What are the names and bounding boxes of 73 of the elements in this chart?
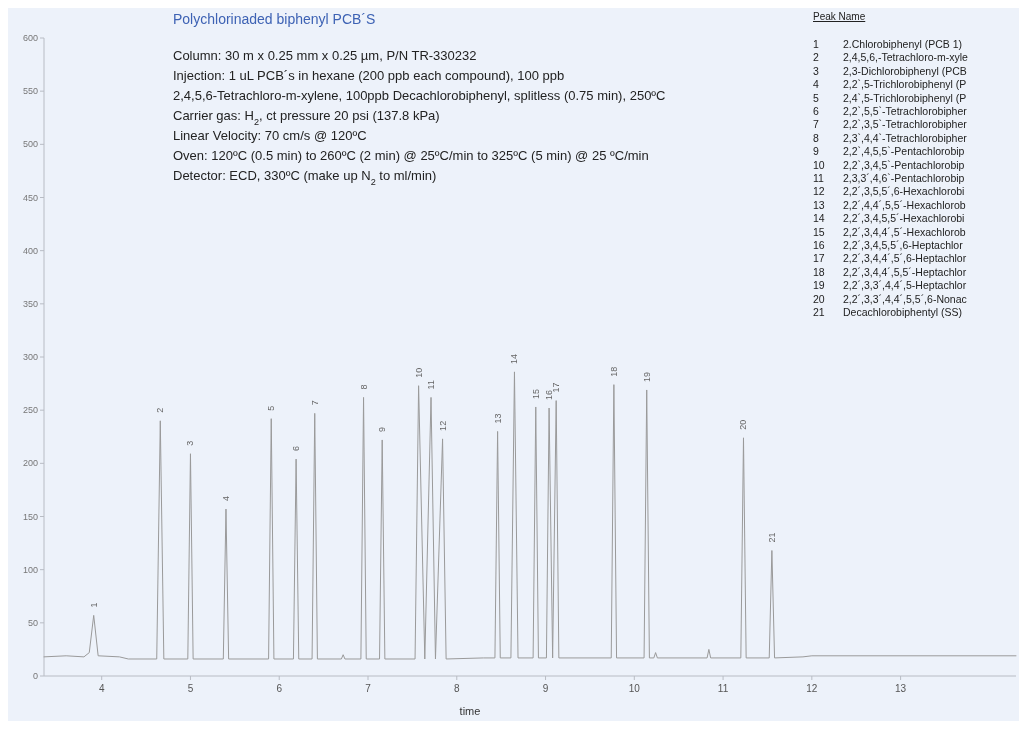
text: 9 2,2`,4,5,5`-Pentachlorobip <box>813 145 965 158</box>
text: 13 2,2´,4,4´,5,5´-Hexachlorob <box>813 198 966 211</box>
annotation: 21 <box>766 532 777 543</box>
text: 18 2,2´,3,4,4´,5,5´-Heptachlor <box>813 265 967 278</box>
annotation: 8 <box>358 384 369 390</box>
x-tick-label: 12 <box>806 683 818 694</box>
text: 17 2,2´,3,4,4´,5´,6-Heptachlor <box>813 252 967 265</box>
annotation: 14 <box>509 353 520 364</box>
text: 14 2,2´,3,4,5,5´-Hexachlorobi <box>813 212 965 225</box>
x-tick-label: 8 <box>453 683 460 694</box>
text: 7 2,2`,3,5`-Tetrachlorobipher <box>813 118 967 131</box>
annotation: 1 <box>88 602 99 608</box>
chart-title: Polychlorinaded biphenyl PCB´S <box>173 11 376 27</box>
annotation: Carrier gas: H$_{2}$, ct pressure 20 psi (137.8 kPa) <box>173 108 440 127</box>
y-tick-label: 150 <box>22 511 38 522</box>
x-tick-label: 13 <box>895 683 907 694</box>
annotation: 4 <box>220 496 231 502</box>
text: 6 2,2`,5,5`-Tetrachlorobipher <box>813 105 967 117</box>
annotation: 6 <box>291 446 302 452</box>
annotation: 20 <box>738 419 749 430</box>
y-tick-label: 0 <box>32 671 38 682</box>
annotation: 19 <box>641 371 652 382</box>
annotation: 9 <box>377 426 388 432</box>
annotation: 11 <box>426 380 437 390</box>
annotation: 13 <box>492 413 503 424</box>
y-tick-label: 550 <box>22 86 38 97</box>
text: 19 2,2´,3,3´,4,4´,5-Heptachlor <box>813 279 967 292</box>
y-tick-label: 100 <box>22 564 38 575</box>
annotation: 3 <box>185 440 196 446</box>
text: 3 2,3-Dichlorobiphenyl (PCB <box>813 64 967 77</box>
x-axis-title: time <box>459 705 481 717</box>
annotation: 2 <box>155 407 166 413</box>
x-tick-label: 10 <box>628 683 641 694</box>
x-tick-label: 11 <box>717 683 729 694</box>
x-tick-label: 5 <box>187 683 194 694</box>
annotation: Detector: ECD, 330ºC (make up N$_{2}$ to ml/min) <box>173 168 437 187</box>
text: Peak Name <box>813 11 866 22</box>
annotation: Injection: 1 uL PCB´s in hexane (200 ppb each compound), 100 ppb <box>173 68 565 83</box>
x-tick-label: 7 <box>365 683 372 694</box>
y-tick-label: 250 <box>22 405 38 416</box>
annotation: 12 <box>437 420 448 431</box>
text: 16 2,2´,3,4,5,5´,6-Heptachlor <box>813 239 963 251</box>
annotation: 5 <box>266 405 277 411</box>
text: 20 2,2´,3,3´,4,4´,5,5´,6-Nonac <box>813 292 967 305</box>
x-tick-label: 4 <box>98 683 105 694</box>
annotation: 18 <box>608 366 619 377</box>
text: 5 2,4`,5-Trichlorobiphenyl (P <box>813 91 967 104</box>
y-tick-label: 350 <box>22 298 38 309</box>
x-tick-label: 9 <box>542 683 549 694</box>
y-tick-label: 300 <box>22 352 38 363</box>
y-tick-label: 450 <box>22 192 38 203</box>
text: 15 2,2´,3,4,4´,5´-Hexachlorob <box>813 225 966 238</box>
text: 11 2,3,3´,4,6`-Pentachlorobip <box>813 172 965 184</box>
text: 8 2,3`,4,4`-Tetrachlorobipher <box>813 131 967 144</box>
text: 12 2,2´,3,5,5´,6-Hexachlorobi <box>813 185 965 198</box>
text: 2 2,4,5,6,-Tetrachloro-m-xyle <box>813 51 968 64</box>
y-tick-label: 400 <box>22 245 38 256</box>
annotation: Oven: 120ºC (0.5 min) to 260ºC (2 min) @ 25ºC/min to 325ºC (5 min) @ 25 ºC/min <box>173 148 649 163</box>
y-tick-label: 200 <box>22 458 38 469</box>
annotation: Linear Velocity: 70 cm/s @ 120ºC <box>173 128 367 143</box>
text: 21 Decachlorobiphentyl (SS) <box>813 306 963 318</box>
text: 10 2,2`,3,4,5`-Pentachlorobip <box>813 158 965 171</box>
text: 4 2,2`,5-Trichlorobiphenyl (P <box>813 78 967 91</box>
annotation: 15 <box>530 388 541 399</box>
annotation: Column: 30 m x 0.25 mm x 0.25 µm, P/N TR-330232 <box>173 48 477 63</box>
y-tick-label: 50 <box>27 617 38 628</box>
y-tick-label: 500 <box>22 139 38 150</box>
annotation: 10 <box>413 367 424 378</box>
x-tick-label: 6 <box>276 683 283 694</box>
annotation: 7 <box>309 400 320 406</box>
text: 1 2.Chlorobiphenyl (PCB 1) <box>813 38 963 50</box>
annotation: 2,4,5,6-Tetrachloro-m-xylene, 100ppb Decachlorobiphenyl, splitless (0.75 min), 250ºC <box>173 88 666 103</box>
y-tick-label: 600 <box>22 33 38 44</box>
